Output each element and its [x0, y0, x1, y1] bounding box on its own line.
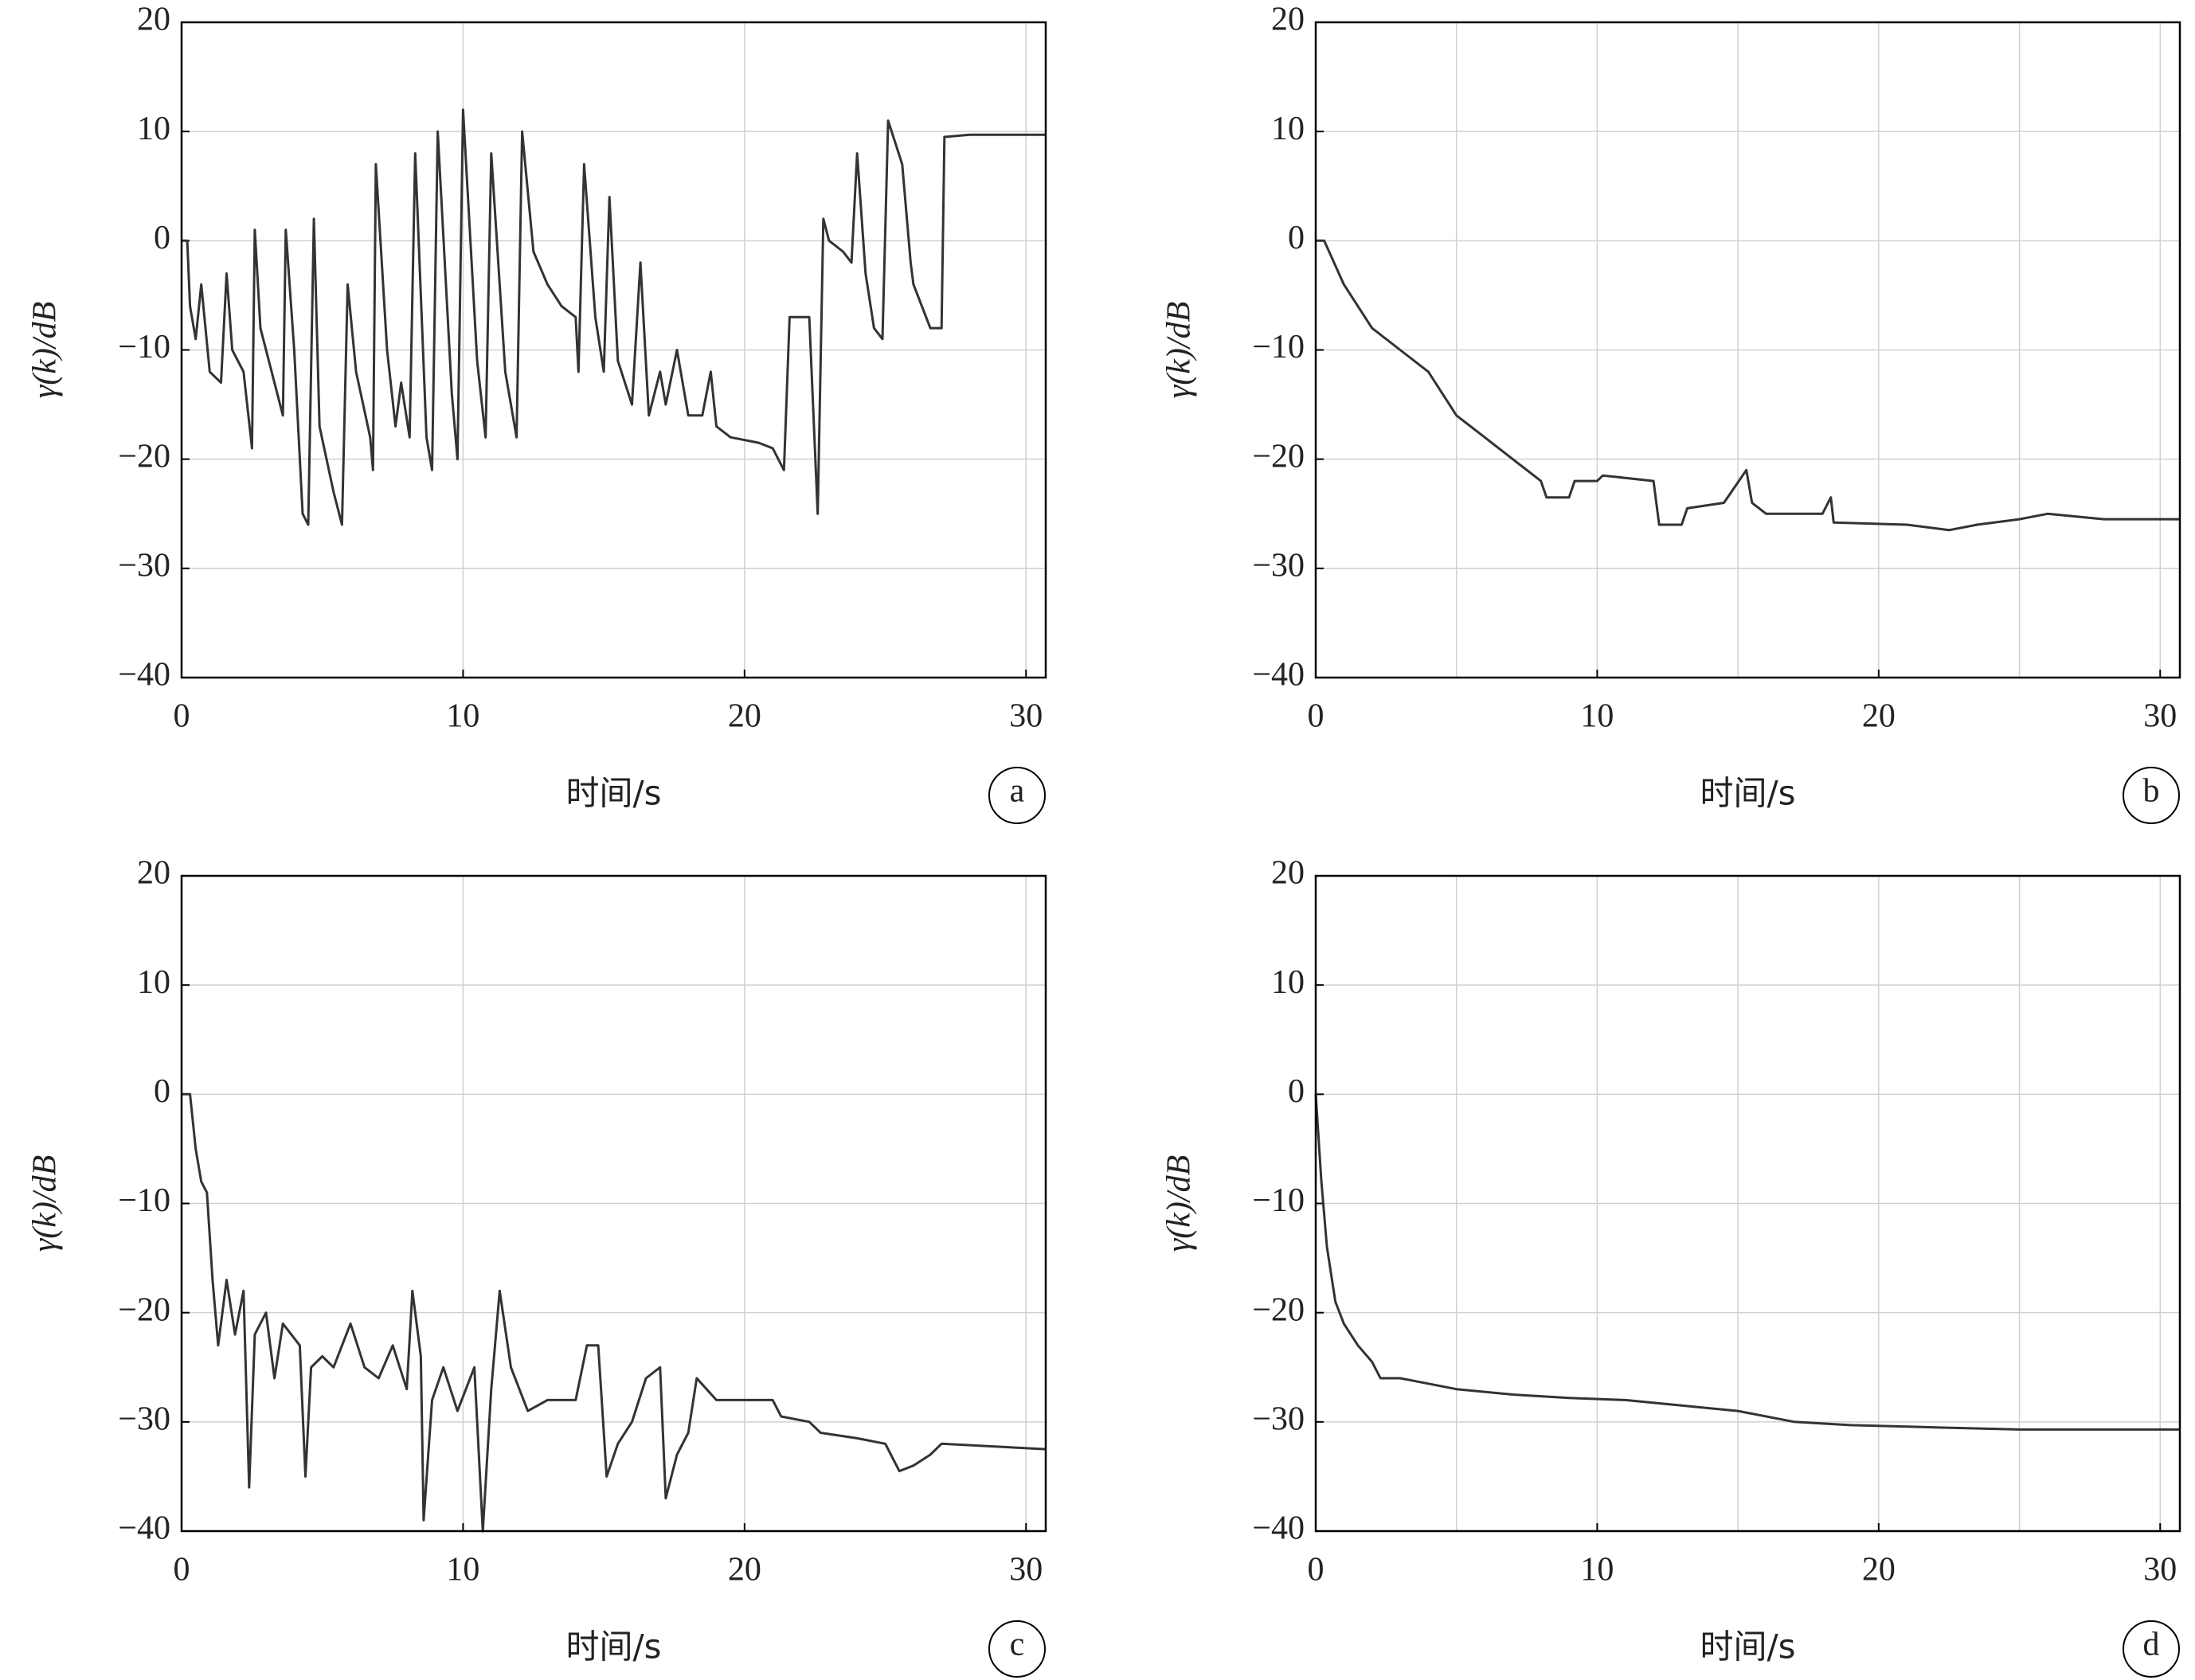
- y-tick-label: −10: [1252, 1182, 1305, 1219]
- y-tick-label: 0: [1288, 1073, 1305, 1110]
- x-tick-label: 0: [174, 1552, 190, 1588]
- y-tick-label: 0: [1288, 220, 1305, 256]
- y-tick-label: −10: [1252, 329, 1305, 365]
- data-line: [1316, 239, 2180, 532]
- panel-badge: [988, 767, 1046, 824]
- y-tick-label: −20: [118, 438, 170, 475]
- x-tick-label: 30: [2143, 698, 2177, 735]
- y-tick-label: −10: [118, 329, 170, 365]
- plot-frame: [1314, 874, 2181, 1533]
- y-tick-label: −40: [118, 1510, 170, 1547]
- plot-frame: [180, 874, 1047, 1533]
- y-tick-label: 20: [137, 2, 170, 38]
- x-tick-label: 10: [1580, 698, 1614, 735]
- panel-label: c: [1010, 1627, 1025, 1663]
- x-tick-label: 20: [728, 1552, 761, 1588]
- y-axis-label: γ(k)/dB: [27, 1155, 64, 1252]
- data-line: [182, 108, 1046, 526]
- plot-frame: [1314, 21, 2181, 679]
- panel-badge: [2123, 767, 2180, 824]
- x-axis-label: 时间/s: [565, 1627, 661, 1666]
- x-axis-label: 时间/s: [1700, 1627, 1795, 1666]
- plot-frame: [180, 21, 1047, 679]
- y-axis-label: γ(k)/dB: [1161, 302, 1198, 399]
- y-tick-label: 0: [154, 220, 170, 256]
- panel-label: b: [2143, 773, 2160, 810]
- x-tick-label: 0: [1308, 1552, 1324, 1588]
- y-axis-label: γ(k)/dB: [27, 302, 64, 399]
- y-tick-label: 20: [1271, 2, 1305, 38]
- y-tick-label: 20: [137, 855, 170, 892]
- y-tick-label: −40: [1252, 657, 1305, 693]
- y-tick-label: 10: [137, 964, 170, 1001]
- panel-label: a: [1010, 773, 1025, 810]
- y-tick-label: −30: [1252, 1401, 1305, 1437]
- x-tick-label: 10: [446, 1552, 479, 1588]
- x-tick-label: 10: [446, 698, 479, 735]
- x-tick-label: 20: [1862, 1552, 1896, 1588]
- panel-label: d: [2143, 1627, 2160, 1663]
- y-tick-label: −40: [118, 657, 170, 693]
- y-tick-label: −30: [118, 547, 170, 584]
- y-tick-label: 20: [1271, 855, 1305, 892]
- y-axis-label: γ(k)/dB: [1161, 1155, 1198, 1252]
- y-tick-label: 0: [154, 1073, 170, 1110]
- x-axis-label: 时间/s: [565, 774, 661, 813]
- data-line: [1314, 1094, 2180, 1431]
- y-tick-label: 10: [137, 111, 170, 147]
- panel-badge: [988, 1620, 1046, 1678]
- x-tick-label: 0: [174, 698, 190, 735]
- y-tick-label: −30: [118, 1401, 170, 1437]
- y-tick-label: −20: [118, 1291, 170, 1328]
- y-tick-label: −30: [1252, 547, 1305, 584]
- x-tick-label: 30: [1009, 698, 1043, 735]
- x-tick-label: 30: [2143, 1552, 2177, 1588]
- y-tick-label: 10: [1271, 964, 1305, 1001]
- x-tick-label: 30: [1009, 1552, 1043, 1588]
- x-tick-label: 20: [1862, 698, 1896, 735]
- y-tick-label: −20: [1252, 438, 1305, 475]
- y-tick-label: −40: [1252, 1510, 1305, 1547]
- x-tick-label: 0: [1308, 698, 1324, 735]
- x-axis-label: 时间/s: [1700, 774, 1795, 813]
- panel-badge: [2123, 1620, 2180, 1678]
- data-line: [182, 1092, 1047, 1533]
- y-tick-label: −20: [1252, 1291, 1305, 1328]
- x-tick-label: 10: [1580, 1552, 1614, 1588]
- x-tick-label: 20: [728, 698, 761, 735]
- y-tick-label: 10: [1271, 111, 1305, 147]
- y-tick-label: −10: [118, 1182, 170, 1219]
